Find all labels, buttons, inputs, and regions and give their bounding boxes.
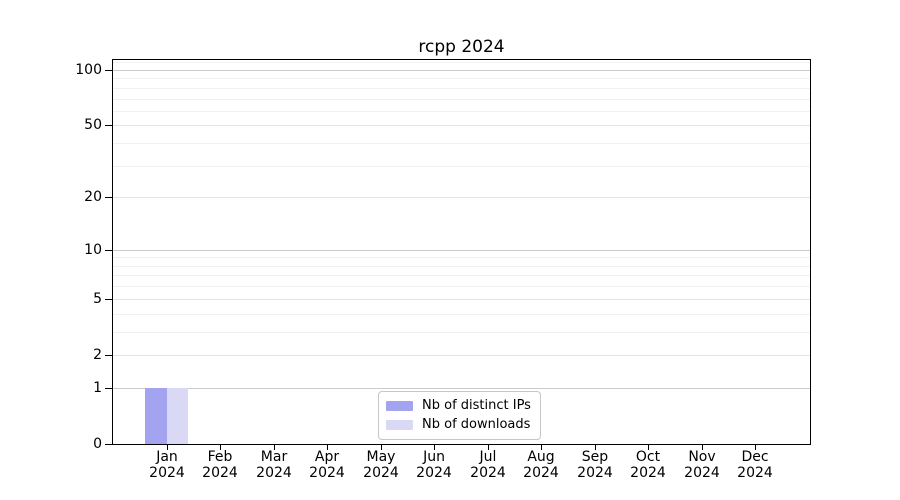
x-tick-label-jul: Jul 2024 bbox=[470, 449, 506, 481]
legend-item-downloads: Nb of downloads bbox=[386, 415, 531, 434]
gridline-y-20 bbox=[113, 197, 810, 198]
y-tick-100 bbox=[105, 70, 112, 71]
x-tick-apr bbox=[327, 445, 328, 450]
gridline-minor-y-8 bbox=[113, 266, 810, 267]
y-tick-label-0: 0 bbox=[93, 436, 102, 452]
x-tick-label-apr: Apr 2024 bbox=[309, 449, 345, 481]
y-tick-20 bbox=[105, 197, 112, 198]
gridline-minor-y-6 bbox=[113, 286, 810, 287]
gridline-y-1 bbox=[113, 388, 810, 389]
y-tick-label-5: 5 bbox=[93, 291, 102, 307]
bar-jan-distinct-ips bbox=[145, 388, 167, 444]
gridline-minor-y-80 bbox=[113, 88, 810, 89]
gridline-y-2 bbox=[113, 355, 810, 356]
x-tick-feb bbox=[220, 445, 221, 450]
legend-label-distinct-ips: Nb of distinct IPs bbox=[422, 398, 531, 413]
gridline-minor-y-60 bbox=[113, 111, 810, 112]
gridline-minor-y-3 bbox=[113, 332, 810, 333]
x-tick-label-jan: Jan 2024 bbox=[149, 449, 185, 481]
gridline-y-50 bbox=[113, 125, 810, 126]
x-tick-label-sep: Sep 2024 bbox=[577, 449, 613, 481]
gridline-minor-y-4 bbox=[113, 314, 810, 315]
x-tick-label-nov: Nov 2024 bbox=[684, 449, 720, 481]
y-tick-label-2: 2 bbox=[93, 347, 102, 363]
x-tick-jan bbox=[167, 445, 168, 450]
y-tick-label-10: 10 bbox=[84, 242, 102, 258]
gridline-minor-y-9 bbox=[113, 257, 810, 258]
legend-swatch-downloads bbox=[386, 419, 413, 430]
x-tick-dec bbox=[755, 445, 756, 450]
y-tick-label-20: 20 bbox=[84, 189, 102, 205]
x-tick-label-jun: Jun 2024 bbox=[416, 449, 452, 481]
gridline-y-10 bbox=[113, 250, 810, 251]
x-tick-mar bbox=[274, 445, 275, 450]
legend-item-distinct-ips: Nb of distinct IPs bbox=[386, 396, 531, 415]
gridline-minor-y-40 bbox=[113, 143, 810, 144]
y-tick-label-100: 100 bbox=[75, 62, 102, 78]
legend-label-downloads: Nb of downloads bbox=[422, 417, 531, 432]
x-tick-jul bbox=[488, 445, 489, 450]
bar-jan-downloads bbox=[167, 388, 188, 444]
chart-title: rcpp 2024 bbox=[418, 37, 505, 57]
x-tick-aug bbox=[541, 445, 542, 450]
gridline-minor-y-110 bbox=[113, 62, 810, 63]
x-tick-nov bbox=[702, 445, 703, 450]
y-tick-0 bbox=[105, 444, 112, 445]
y-tick-label-50: 50 bbox=[84, 117, 102, 133]
x-tick-label-may: May 2024 bbox=[363, 449, 399, 481]
y-tick-5 bbox=[105, 299, 112, 300]
x-tick-sep bbox=[595, 445, 596, 450]
gridline-y-5 bbox=[113, 299, 810, 300]
x-tick-label-feb: Feb 2024 bbox=[202, 449, 238, 481]
x-tick-label-dec: Dec 2024 bbox=[737, 449, 773, 481]
y-tick-1 bbox=[105, 388, 112, 389]
y-tick-10 bbox=[105, 250, 112, 251]
y-tick-2 bbox=[105, 355, 112, 356]
gridline-minor-y-70 bbox=[113, 99, 810, 100]
legend-swatch-distinct-ips bbox=[386, 400, 413, 411]
x-tick-label-aug: Aug 2024 bbox=[523, 449, 559, 481]
legend: Nb of distinct IPs Nb of downloads bbox=[378, 391, 541, 440]
plot-frame bbox=[112, 59, 811, 445]
x-tick-label-mar: Mar 2024 bbox=[256, 449, 292, 481]
y-tick-label-1: 1 bbox=[93, 380, 102, 396]
x-tick-may bbox=[381, 445, 382, 450]
gridline-minor-y-30 bbox=[113, 166, 810, 167]
gridline-minor-y-90 bbox=[113, 78, 810, 79]
x-tick-label-oct: Oct 2024 bbox=[630, 449, 666, 481]
x-tick-oct bbox=[648, 445, 649, 450]
x-tick-jun bbox=[434, 445, 435, 450]
gridline-y-100 bbox=[113, 70, 810, 71]
y-tick-50 bbox=[105, 125, 112, 126]
gridline-minor-y-7 bbox=[113, 275, 810, 276]
